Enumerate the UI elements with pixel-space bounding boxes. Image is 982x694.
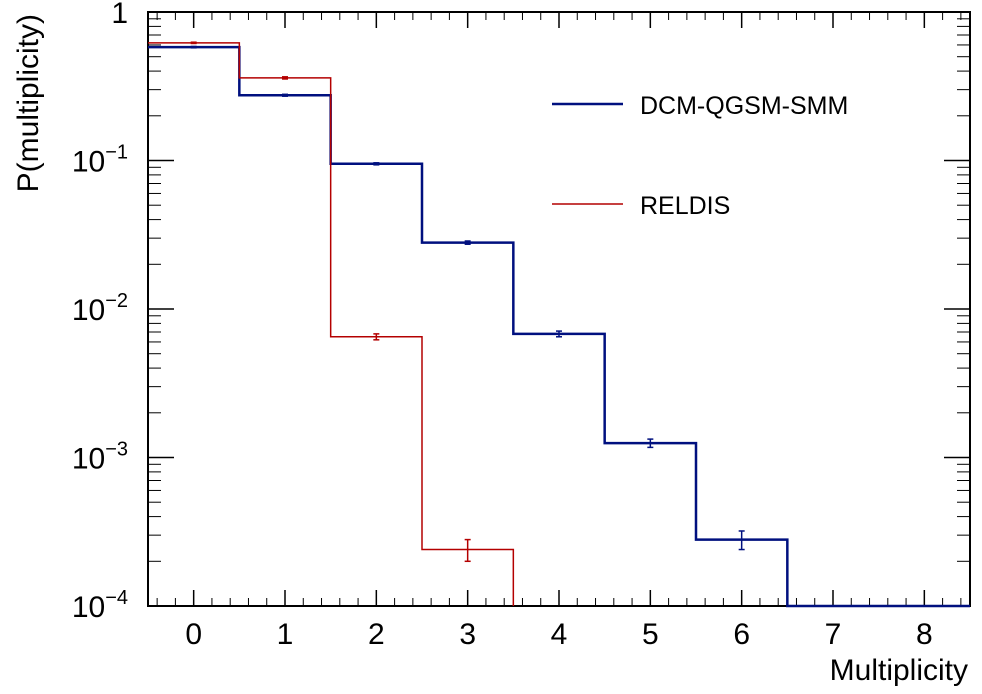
legend: DCM-QGSM-SMM RELDIS [552, 92, 848, 220]
y-tick-label: 10−1 [72, 142, 128, 179]
x-tick-label: 3 [459, 618, 476, 651]
error-bar-reldis [464, 538, 471, 563]
x-axis-title: Multiplicity [830, 654, 968, 687]
series-line-reldis [148, 42, 515, 606]
x-tick-label: 8 [916, 618, 933, 651]
series-layer [148, 41, 970, 608]
error-bar-dcm-qgsm-smm [556, 330, 562, 338]
series-line-dcm-qgsm-smm [148, 45, 970, 608]
y-tick-label: 1 [111, 0, 128, 30]
legend-label-dcm-qgsm-smm: DCM-QGSM-SMM [640, 92, 848, 120]
y-tick-label: 10−4 [72, 587, 128, 624]
y-tick-label: 10−2 [72, 290, 128, 327]
y-tick-labels: 1 10−1 10−2 10−3 10−4 [72, 0, 128, 624]
x-tick-label: 1 [277, 618, 294, 651]
error-bar-dcm-qgsm-smm [190, 45, 197, 49]
x-tick-label: 7 [825, 618, 842, 651]
x-tick-label: 4 [551, 618, 568, 651]
error-bar-reldis [373, 333, 380, 341]
error-bar-reldis [190, 41, 197, 45]
legend-label-reldis: RELDIS [640, 192, 730, 220]
x-tick-label: 2 [368, 618, 385, 651]
axis-ticks [148, 11, 970, 607]
error-bar-reldis [282, 76, 288, 80]
error-bar-dcm-qgsm-smm [647, 438, 654, 449]
error-bar-dcm-qgsm-smm [464, 240, 471, 245]
x-tick-labels: 0 1 2 3 4 5 6 7 8 [185, 618, 932, 651]
x-tick-label: 6 [733, 618, 750, 651]
x-tick-label: 5 [642, 618, 659, 651]
y-axis-title: P(multiplicity) [12, 14, 45, 192]
error-bar-dcm-qgsm-smm [282, 93, 288, 97]
x-tick-label: 0 [185, 618, 202, 651]
error-bar-dcm-qgsm-smm [373, 162, 380, 166]
error-bar-dcm-qgsm-smm [738, 530, 745, 551]
y-tick-label: 10−3 [72, 439, 128, 476]
